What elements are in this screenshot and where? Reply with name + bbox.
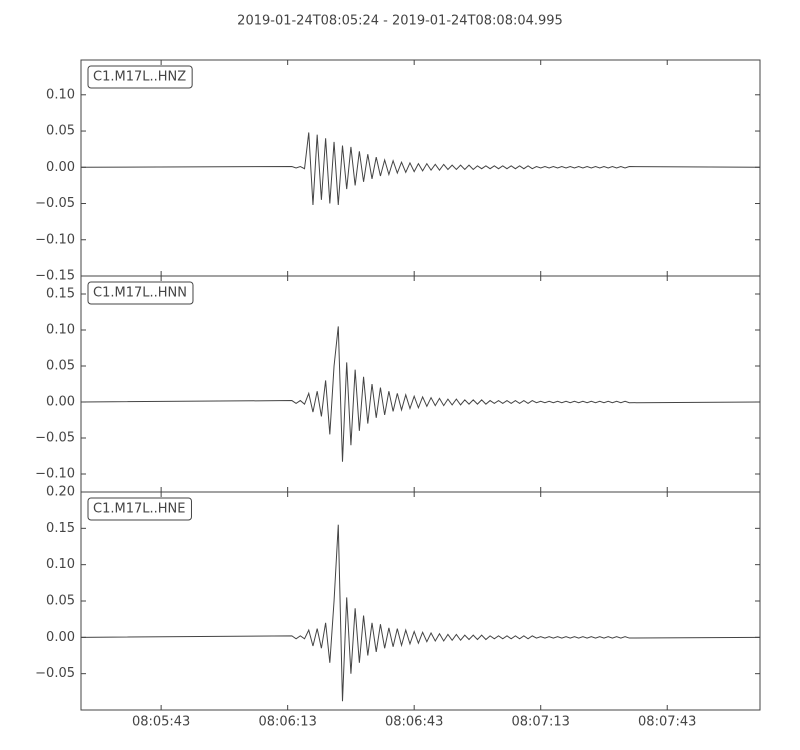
y-tick-label: 0.20 <box>46 485 75 500</box>
y-tick-label: −0.05 <box>35 431 75 446</box>
legend-box <box>87 497 192 521</box>
waveform <box>80 132 761 206</box>
y-tick-label: 0.05 <box>46 594 75 609</box>
y-tick-label: −0.05 <box>35 196 75 211</box>
x-tick-label: 08:05:43 <box>132 715 190 730</box>
x-tick-label: 08:06:43 <box>385 715 443 730</box>
y-tick-label: −0.10 <box>35 467 75 482</box>
y-tick-label: 0.05 <box>46 359 75 374</box>
legend-box <box>87 281 194 305</box>
y-tick-label: 0.10 <box>46 87 75 102</box>
chart-title: 2019-01-24T08:05:24 - 2019-01-24T08:08:0… <box>237 14 563 29</box>
y-tick-label: 0.00 <box>46 160 75 175</box>
y-tick-label: 0.10 <box>46 323 75 338</box>
x-tick-label: 08:06:13 <box>258 715 316 730</box>
y-tick-label: −0.05 <box>35 666 75 681</box>
y-tick-label: 0.00 <box>46 395 75 410</box>
waveform <box>80 524 761 702</box>
y-tick-label: −0.15 <box>35 269 75 284</box>
waveform <box>80 326 761 462</box>
legend-box <box>87 65 193 89</box>
legend-label: C1.M17L..HNE <box>93 502 185 517</box>
legend-label: C1.M17L..HNN <box>93 286 187 301</box>
x-tick-label: 08:07:43 <box>638 715 696 730</box>
y-tick-label: −0.10 <box>35 232 75 247</box>
y-tick-label: 0.00 <box>46 630 75 645</box>
y-tick-label: 0.15 <box>46 521 75 536</box>
y-tick-label: 0.05 <box>46 124 75 139</box>
y-tick-label: 0.10 <box>46 557 75 572</box>
y-tick-label: 0.15 <box>46 287 75 302</box>
legend-label: C1.M17L..HNZ <box>93 70 186 85</box>
x-tick-label: 08:07:13 <box>512 715 570 730</box>
